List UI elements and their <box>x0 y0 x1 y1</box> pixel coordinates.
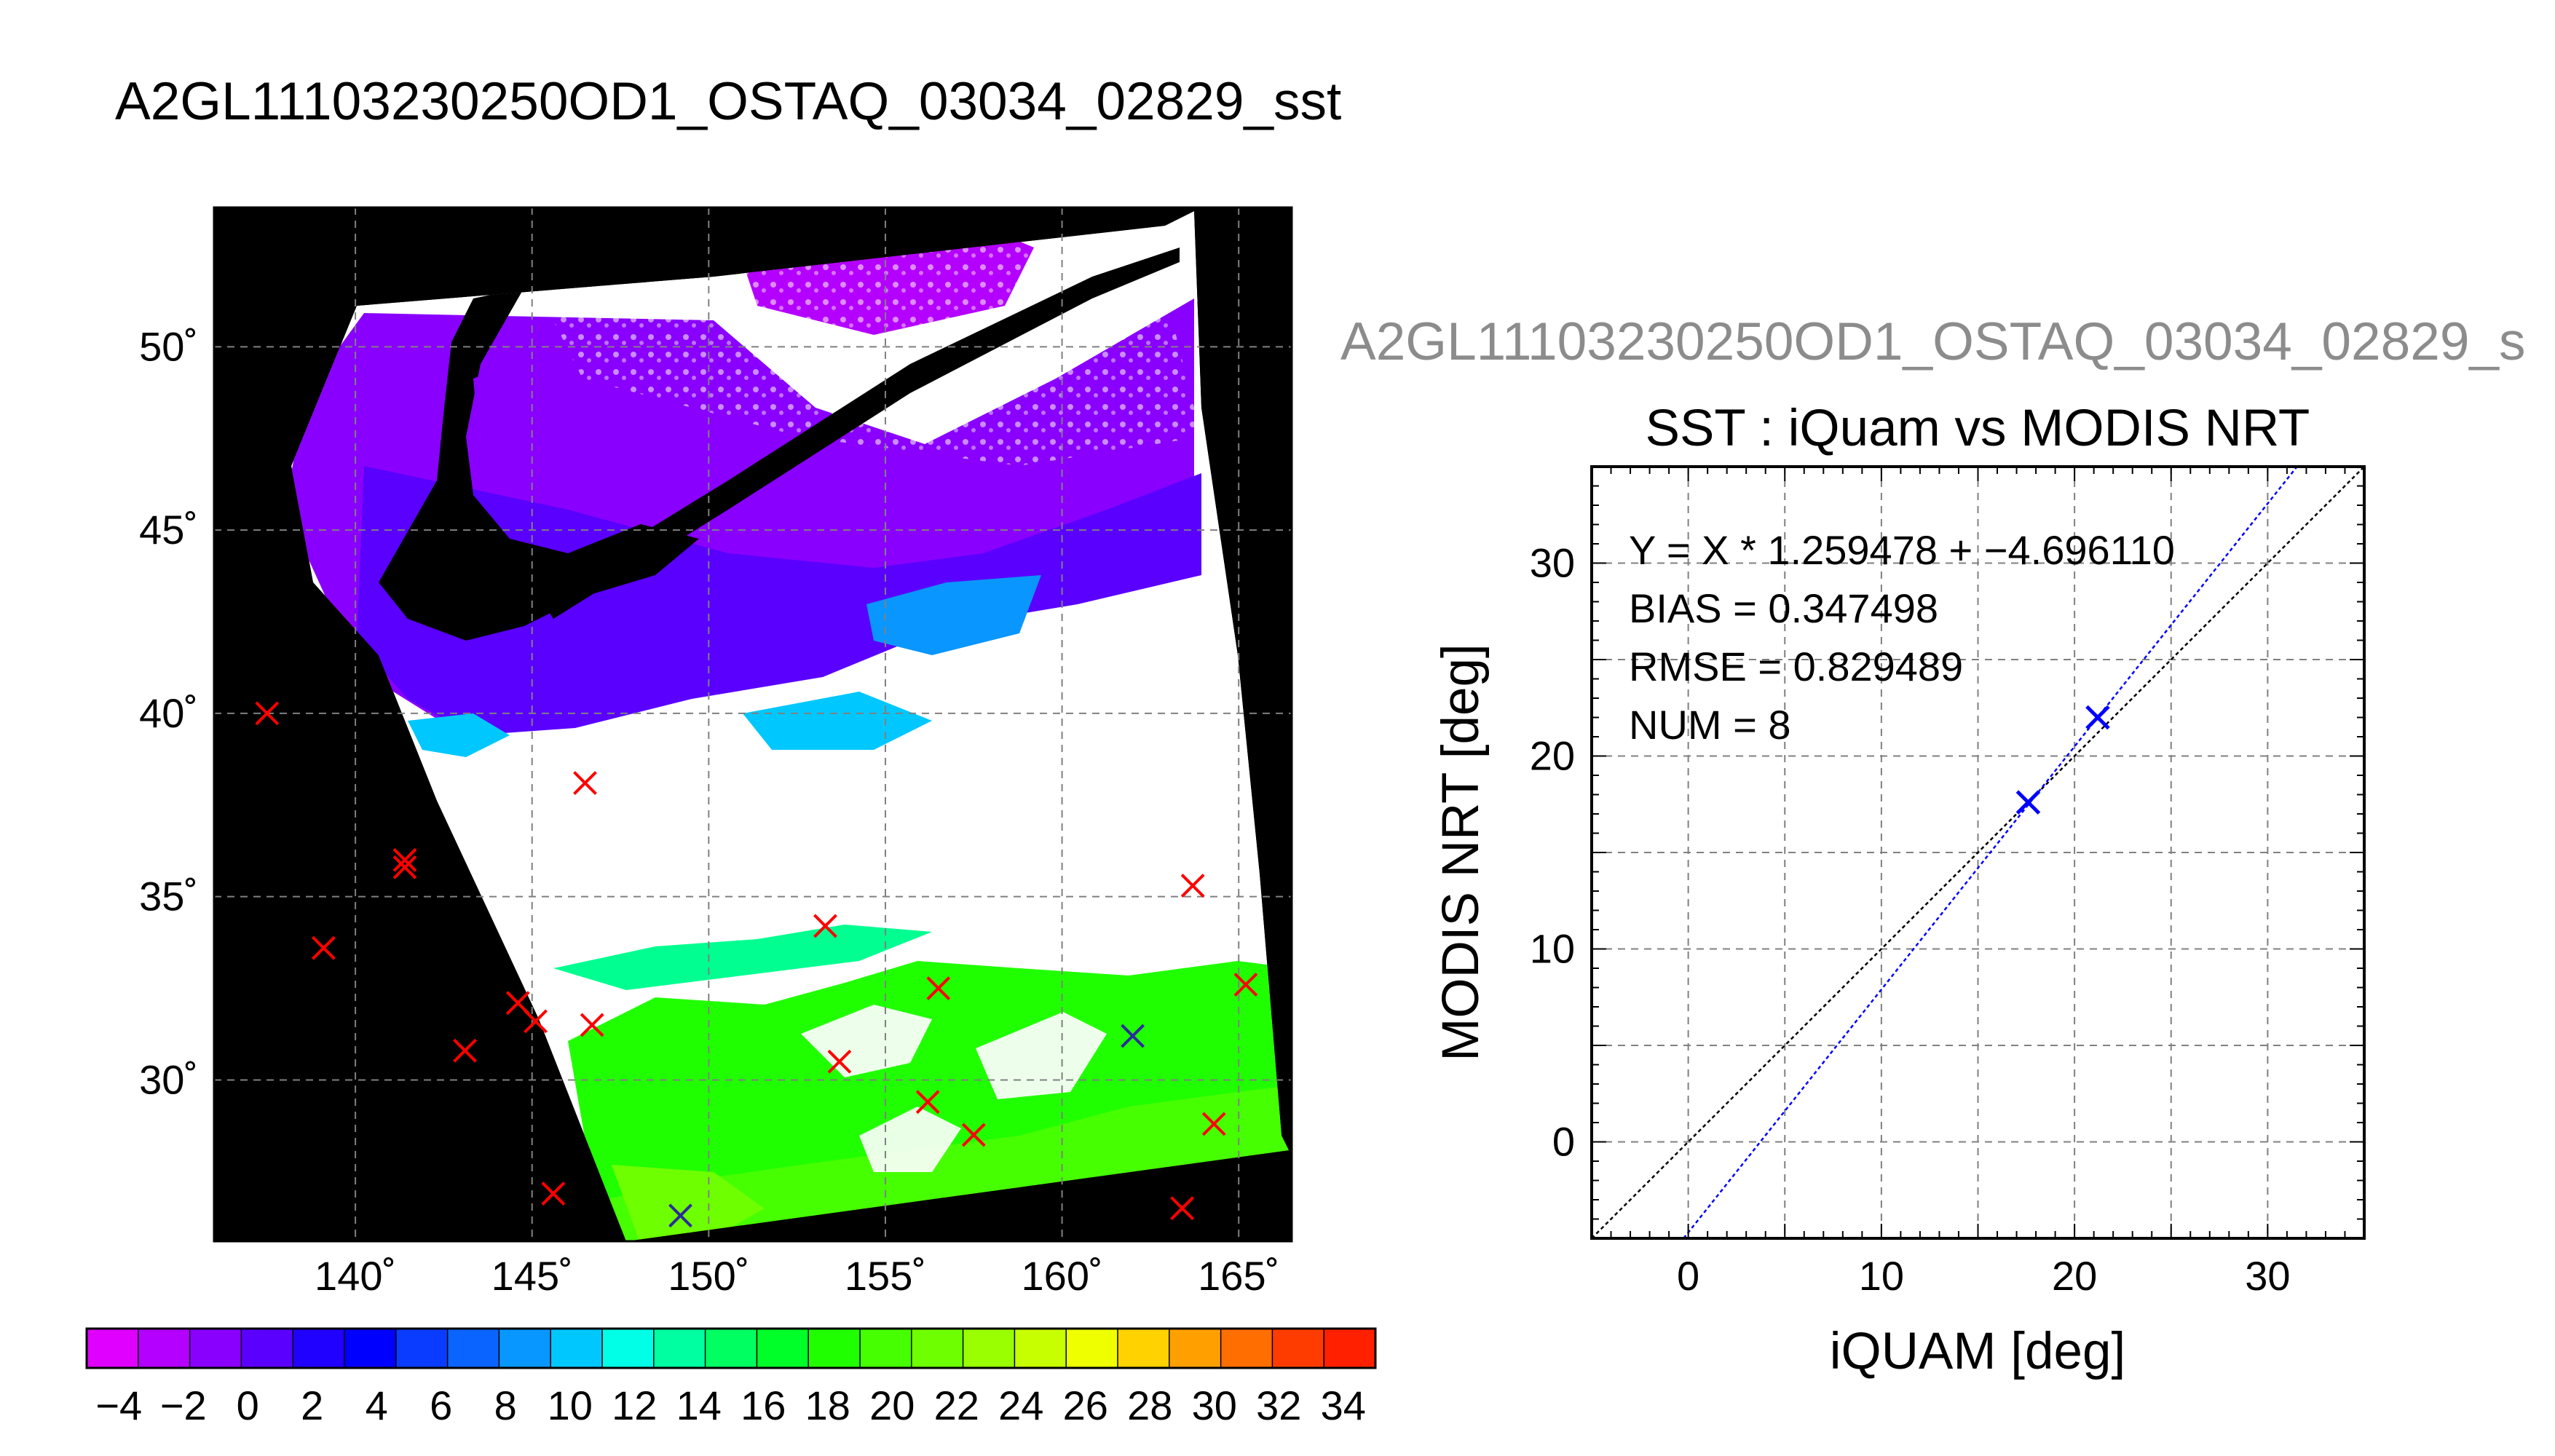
map-station-marker <box>1233 973 1258 997</box>
map-station-marker <box>312 935 336 960</box>
map-station-marker <box>813 914 837 938</box>
map-station-marker <box>915 1090 940 1115</box>
map-y-tick-label: 50˚ <box>139 323 198 369</box>
map-station-marker <box>1170 1196 1194 1221</box>
map-station-marker <box>668 1203 692 1228</box>
map-station-marker <box>453 1038 477 1063</box>
map-station-marker <box>1121 1024 1145 1048</box>
map-y-tick-label: 45˚ <box>139 507 198 553</box>
map-x-tick-label: 150˚ <box>668 1253 749 1299</box>
map-station-marker <box>926 976 951 1000</box>
page-title: A2GL11103230250OD1_OSTAQ_03034_02829_sst <box>115 72 1342 131</box>
map-x-tick-labels: 140˚ 145˚ 150˚ 155˚ 160˚ 165˚ <box>315 1253 1279 1299</box>
map-plot-frame <box>213 206 1293 1243</box>
map-station-marker <box>392 847 417 872</box>
map-station-marker <box>1201 1112 1226 1136</box>
map-y-tick-label: 30˚ <box>139 1056 198 1102</box>
map-station-marker <box>524 1009 548 1034</box>
map-station-marker <box>1180 874 1205 898</box>
map-gridlines <box>214 207 1292 1241</box>
map-x-tick-label: 165˚ <box>1198 1253 1279 1299</box>
map-x-tick-label: 160˚ <box>1022 1253 1103 1299</box>
scatter-plot-header: A2GL11103230250OD1_OSTAQ_03034_02829_s <box>1340 312 2526 371</box>
map-station-marker <box>573 771 597 795</box>
map-y-tick-label: 35˚ <box>139 874 198 919</box>
map-x-tick-label: 145˚ <box>491 1253 573 1299</box>
map-station-marker <box>541 1182 566 1206</box>
map-station-marker <box>961 1123 986 1147</box>
map-x-tick-label: 140˚ <box>315 1253 396 1299</box>
map-station-marker <box>827 1049 852 1074</box>
map-station-marker <box>580 1013 604 1037</box>
map-station-marker <box>392 855 417 879</box>
map-y-tick-label: 40˚ <box>139 690 198 736</box>
map-station-marker <box>255 701 280 726</box>
map-y-tick-labels: 30˚ 35˚ 40˚ 45˚ 50˚ <box>139 323 198 1102</box>
map-x-tick-label: 155˚ <box>845 1253 926 1299</box>
map-sst-image <box>291 211 1289 1241</box>
map-station-markers <box>255 701 1258 1228</box>
